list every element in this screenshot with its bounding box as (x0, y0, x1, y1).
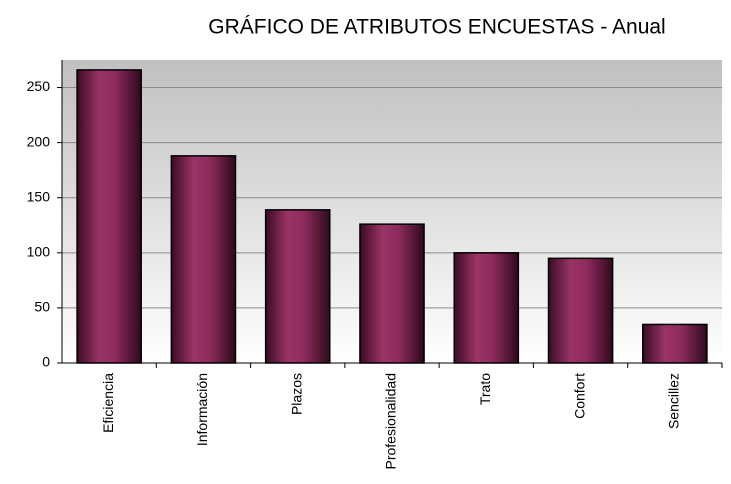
bar (547, 257, 614, 364)
chart-title: GRÁFICO DE ATRIBUTOS ENCUESTAS - Anual (208, 16, 665, 39)
y-tick-label: 50 (34, 299, 50, 315)
bar (76, 69, 142, 364)
y-tick-label: 0 (42, 354, 50, 370)
x-tick-label: Sencillez (666, 373, 682, 429)
bar (170, 155, 237, 364)
y-tick-label: 150 (27, 188, 51, 204)
y-tick-label: 100 (27, 244, 51, 260)
x-tick-label: Confort (571, 373, 587, 419)
bar (359, 223, 425, 364)
x-tick-label: Plazos (288, 373, 304, 415)
y-tick-label: 250 (27, 78, 51, 94)
x-tick-label: Eficiencia (100, 373, 116, 433)
bar (453, 252, 520, 364)
x-tick-label: Profesionalidad (383, 373, 399, 470)
bar (264, 209, 331, 364)
x-tick-label: Información (194, 373, 210, 446)
y-tick-label: 200 (27, 133, 51, 149)
bar (642, 323, 708, 364)
x-tick-label: Trato (477, 373, 493, 405)
